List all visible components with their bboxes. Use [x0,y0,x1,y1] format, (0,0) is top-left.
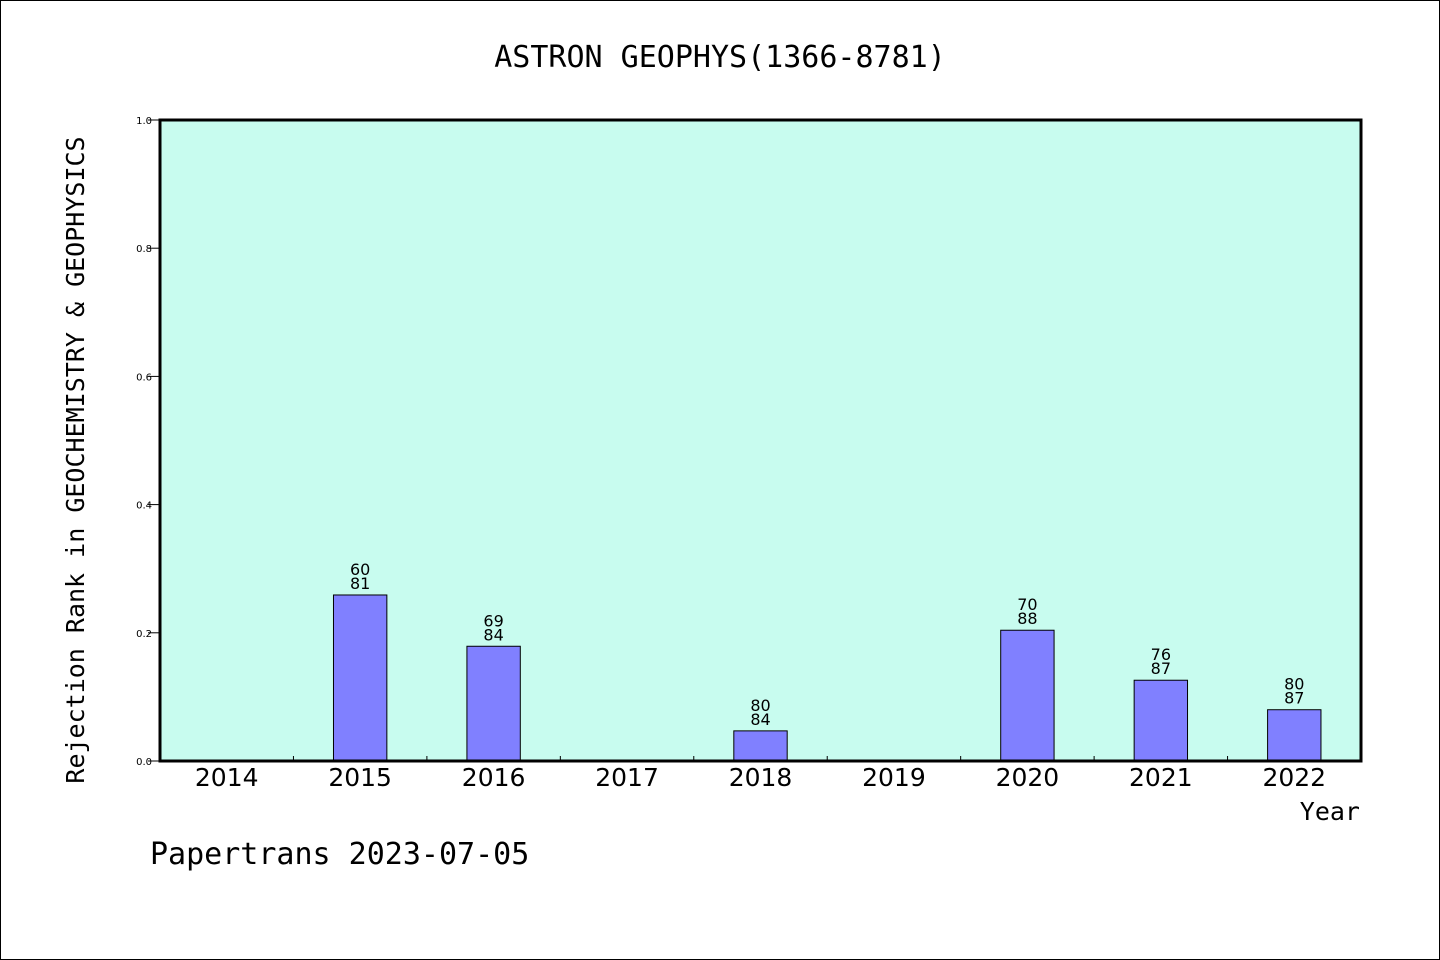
bar-label-bottom-2022: 87 [1284,689,1304,708]
y-tick-label: 0.4 [136,501,152,512]
ticks-layer: 0.0 0.2 0.4 0.6 0.8 1.0 [136,116,1229,768]
bar-label-bottom-2016: 84 [483,625,503,644]
bar-2016 [466,645,521,762]
bar-2018 [733,730,788,762]
bars-layer [332,594,1322,762]
x-tick-label-2015: 2015 [328,763,392,792]
bar-label-top-2020: 70 [1017,595,1037,614]
y-tick-label: 0.6 [136,372,152,383]
bar-label-top-2022: 80 [1284,675,1304,694]
bar-label-bottom-2018: 84 [750,710,770,729]
bar-2020 [1000,629,1055,762]
y-axis-label: Rejection Rank in GEOCHEMISTRY & GEOPHYS… [61,136,90,783]
x-tick-label-2017: 2017 [595,763,659,792]
bar-label-top-2015: 60 [350,560,370,579]
x-tick-label-2016: 2016 [462,763,526,792]
bar-label-top-2018: 80 [750,696,770,715]
x-tick-label-2019: 2019 [862,763,926,792]
plot-border [158,118,1363,763]
bar-2015 [332,594,388,762]
footer-date-stamp: Papertrans 2023-07-05 [150,837,529,872]
bar-label-bottom-2020: 88 [1017,609,1037,628]
chart-title: ASTRON GEOPHYS(1366-8781) [494,40,946,75]
x-tick-label-2020: 2020 [996,763,1060,792]
y-tick-label: 1.0 [136,116,152,127]
x-tick-label-2022: 2022 [1262,763,1326,792]
x-tick-label-2014: 2014 [195,763,259,792]
y-tick-label: 0.0 [136,757,152,768]
x-tick-label-2018: 2018 [729,763,793,792]
bar-label-top-2016: 69 [483,611,503,630]
bar-2022 [1267,709,1322,762]
bar-2021 [1133,679,1189,762]
y-tick-label: 0.2 [136,629,152,640]
y-tick-label: 0.8 [136,244,152,255]
x-tick-label-2021: 2021 [1129,763,1193,792]
bar-label-bottom-2015: 81 [350,574,370,593]
bar-label-bottom-2021: 87 [1151,659,1171,678]
bar-label-top-2021: 76 [1151,645,1171,664]
x-axis-label: Year [1300,797,1360,826]
